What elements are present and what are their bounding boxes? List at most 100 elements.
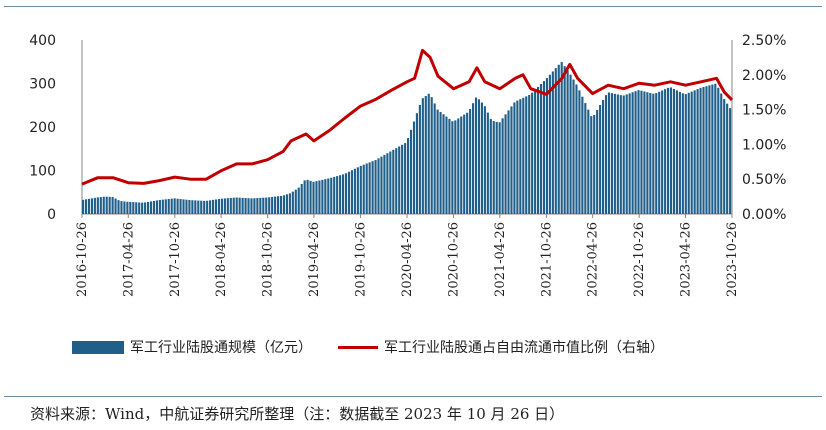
- bar: [590, 116, 593, 214]
- legend-swatch-line: [338, 345, 378, 349]
- bar: [486, 112, 489, 214]
- bar: [259, 197, 262, 214]
- bar: [448, 118, 451, 214]
- bar: [226, 198, 229, 214]
- bar: [147, 201, 150, 214]
- right-tick-label: 0.00%: [742, 207, 786, 223]
- bar: [454, 120, 457, 214]
- bar: [690, 91, 693, 214]
- x-tick-label: 2022-04-26: [586, 222, 601, 297]
- bar: [111, 197, 114, 214]
- bar: [684, 94, 687, 214]
- bar: [84, 199, 88, 214]
- bar: [516, 100, 519, 214]
- bar: [510, 106, 513, 214]
- bar: [229, 197, 232, 214]
- left-tick-label: 400: [29, 33, 56, 49]
- right-tick-label: 2.00%: [742, 68, 786, 84]
- bar: [279, 195, 283, 214]
- legend-label-line: 军工行业陆股通占自由流通市值比例（右轴）: [384, 340, 664, 356]
- bar: [477, 99, 481, 214]
- bar: [616, 94, 619, 214]
- bar: [353, 168, 356, 214]
- bar: [291, 191, 294, 214]
- bar: [212, 199, 215, 214]
- x-tick-label: 2018-10-26: [261, 222, 276, 297]
- bar: [253, 198, 256, 214]
- bar: [206, 200, 209, 214]
- bar: [652, 93, 655, 214]
- bar: [383, 154, 386, 214]
- bar: [200, 200, 203, 214]
- bar: [105, 196, 108, 214]
- bar: [96, 197, 99, 214]
- bar: [356, 167, 359, 214]
- bar: [217, 199, 221, 214]
- bar: [669, 87, 673, 214]
- bar: [93, 197, 96, 214]
- bar: [421, 98, 424, 214]
- bar: [333, 176, 336, 214]
- bar: [158, 199, 161, 214]
- bar: [220, 198, 223, 214]
- bar: [238, 197, 241, 214]
- bar: [359, 165, 362, 214]
- bar: [655, 93, 658, 214]
- bar: [596, 110, 599, 214]
- bar-series: [82, 62, 732, 215]
- bar: [90, 198, 93, 214]
- left-tick-label: 300: [29, 77, 56, 93]
- bar: [191, 200, 194, 214]
- x-tick-label: 2023-04-26: [679, 222, 694, 297]
- bar: [362, 164, 365, 214]
- bar: [374, 160, 377, 214]
- bar: [297, 187, 300, 214]
- bottom-rule: [4, 396, 822, 397]
- bar: [607, 92, 611, 214]
- bar: [498, 122, 501, 214]
- bar: [256, 198, 259, 214]
- combo-chart: 0 100 200 300 400 0.00% 0.50% 1.00% 1.50% 2.00% 2…: [29, 33, 786, 297]
- bar: [309, 180, 312, 214]
- bar: [164, 199, 167, 214]
- bar: [395, 148, 398, 214]
- bar: [377, 158, 380, 214]
- bar: [274, 196, 277, 214]
- legend-label-bars: 军工行业陆股通规模（亿元）: [130, 340, 312, 356]
- bar: [566, 70, 569, 215]
- bar: [610, 93, 613, 214]
- right-tick-label: 1.00%: [742, 137, 786, 153]
- bar: [581, 96, 584, 214]
- line-series: [81, 48, 734, 186]
- bar: [344, 173, 348, 214]
- bar: [430, 97, 433, 214]
- bar: [285, 194, 288, 214]
- bar: [401, 144, 404, 214]
- bar: [306, 179, 309, 214]
- bar: [282, 195, 286, 214]
- bar: [415, 113, 418, 214]
- bar: [551, 71, 554, 214]
- bar: [324, 179, 327, 214]
- bar: [534, 89, 537, 214]
- bar: [525, 96, 528, 214]
- bar: [613, 93, 616, 214]
- bar: [578, 90, 581, 214]
- bar: [380, 156, 383, 214]
- left-tick-label: 100: [29, 164, 56, 180]
- bar: [321, 179, 324, 214]
- bar: [223, 198, 226, 214]
- bar: [342, 174, 345, 214]
- left-axis-ticks: 0 100 200 300 400: [29, 33, 56, 223]
- bar: [702, 87, 705, 214]
- bar: [271, 196, 274, 214]
- source-note: 资料来源：Wind，中航证券研究所整理（注：数据截至 2023 年 10 月 2…: [30, 405, 565, 423]
- bar: [557, 64, 560, 214]
- bar: [469, 108, 472, 214]
- bar: [167, 198, 170, 214]
- bar: [643, 91, 646, 214]
- bar: [120, 201, 123, 214]
- bar: [522, 97, 525, 214]
- bar: [693, 90, 696, 214]
- bar: [723, 99, 726, 214]
